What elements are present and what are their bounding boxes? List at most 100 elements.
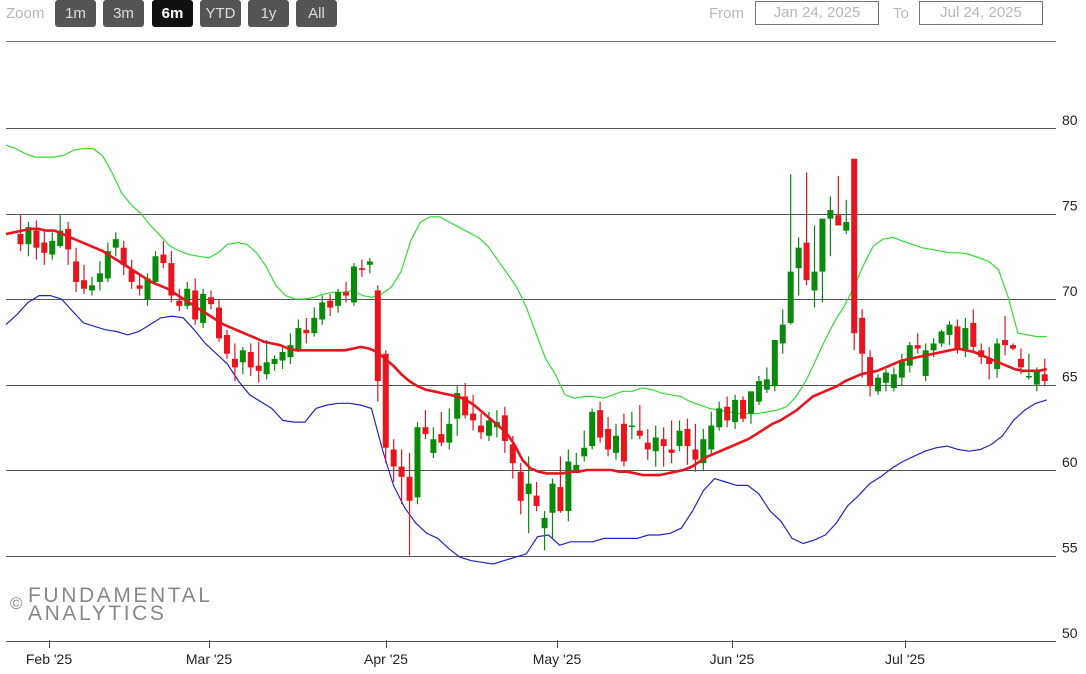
candle-body — [946, 324, 953, 335]
candle-body — [676, 430, 683, 447]
candle-body — [1033, 370, 1040, 385]
candle-body — [1002, 340, 1009, 346]
candle-body — [620, 423, 627, 462]
from-date-input[interactable]: Jan 24, 2025 — [755, 1, 879, 25]
to-date-input[interactable]: Jul 24, 2025 — [919, 1, 1043, 25]
candle-body — [890, 374, 897, 388]
upper-band-line — [5, 144, 1047, 415]
candle-body — [287, 345, 294, 358]
zoom-label: Zoom — [6, 5, 45, 22]
candle-body — [906, 345, 913, 366]
candle-body — [581, 447, 588, 457]
candle-body — [795, 247, 802, 269]
zoom-all-button[interactable]: All — [296, 0, 337, 27]
candle-body — [1017, 358, 1024, 368]
candle-body — [930, 343, 937, 351]
candle-body — [914, 345, 921, 349]
candle-body — [851, 158, 858, 334]
candle-body — [787, 271, 794, 323]
grid-lines — [6, 41, 1056, 642]
candle-body — [430, 439, 437, 453]
candle-body — [366, 261, 373, 265]
y-tick-label: 70 — [1062, 283, 1078, 299]
candle-body — [446, 423, 453, 443]
candle-body — [176, 300, 183, 306]
candle-body — [549, 483, 556, 513]
candle-body — [478, 425, 485, 433]
zoom-6m-button[interactable]: 6m — [152, 0, 193, 27]
candle-body — [557, 487, 564, 512]
candle-body — [573, 464, 580, 470]
candle-body — [589, 411, 596, 447]
candle-body — [882, 372, 889, 383]
candle-body — [136, 285, 143, 289]
zoom-1y-button[interactable]: 1y — [248, 0, 289, 27]
sma-line — [5, 227, 1048, 477]
to-label: To — [893, 5, 909, 22]
candle-body — [811, 271, 818, 291]
candle-body — [33, 230, 40, 248]
candle-body — [740, 399, 747, 419]
candle-body — [200, 293, 207, 323]
candle-body — [779, 324, 786, 344]
candle-body — [771, 340, 778, 387]
candle-body — [525, 483, 532, 494]
candle-body — [613, 435, 619, 453]
candle-body — [1041, 374, 1048, 382]
candle-body — [168, 263, 175, 296]
lower-band-line — [5, 295, 1047, 565]
candle-body — [597, 410, 604, 438]
candle-body — [819, 218, 826, 272]
candle-body — [994, 343, 1001, 370]
candle-body — [835, 215, 842, 226]
candle-body — [358, 268, 365, 270]
candle-body — [398, 466, 405, 477]
candle-body — [501, 415, 508, 441]
candle-body — [438, 434, 445, 443]
y-axis-ticks: 50 55 60 65 70 75 80 — [1062, 112, 1078, 641]
candle-body — [485, 420, 492, 436]
y-tick-label: 65 — [1062, 369, 1078, 385]
candle-body — [152, 256, 159, 282]
candle-body — [160, 254, 167, 264]
candle-body — [644, 442, 651, 450]
candle-body — [374, 290, 381, 382]
bollinger-bands — [5, 144, 1047, 565]
candle-body — [422, 427, 429, 435]
zoom-ytd-button[interactable]: YTD — [200, 0, 241, 27]
candle-body — [898, 360, 905, 378]
candle-body — [732, 399, 739, 423]
candle-body — [700, 439, 707, 464]
candle-body — [335, 292, 342, 306]
candle-body — [406, 476, 413, 501]
x-tick-label: Jul '25 — [885, 651, 925, 667]
candle-body — [65, 228, 72, 250]
candle-body — [144, 278, 151, 299]
candle-body — [628, 425, 635, 428]
moving-average — [5, 227, 1048, 477]
candle-body — [605, 428, 612, 450]
candle-body — [986, 358, 993, 364]
candle-body — [303, 329, 310, 334]
candle-body — [636, 430, 643, 436]
candle-body — [1010, 345, 1016, 349]
candle-body — [239, 350, 246, 363]
candle-body — [343, 292, 350, 296]
candle-body — [271, 358, 278, 364]
candle-body — [517, 471, 524, 501]
candle-body — [462, 396, 469, 416]
candle-body — [509, 444, 516, 464]
candle-body — [470, 413, 477, 421]
candle-body — [875, 377, 882, 392]
zoom-3m-button[interactable]: 3m — [103, 0, 144, 27]
candle-body — [565, 461, 572, 512]
y-tick-label: 80 — [1062, 112, 1078, 128]
candle-body — [96, 273, 103, 282]
candle-body — [692, 449, 699, 460]
candle-body — [954, 326, 961, 351]
candle-body — [803, 242, 810, 281]
candle-body — [208, 297, 215, 305]
candle-body — [962, 328, 969, 351]
zoom-1m-button[interactable]: 1m — [55, 0, 96, 27]
